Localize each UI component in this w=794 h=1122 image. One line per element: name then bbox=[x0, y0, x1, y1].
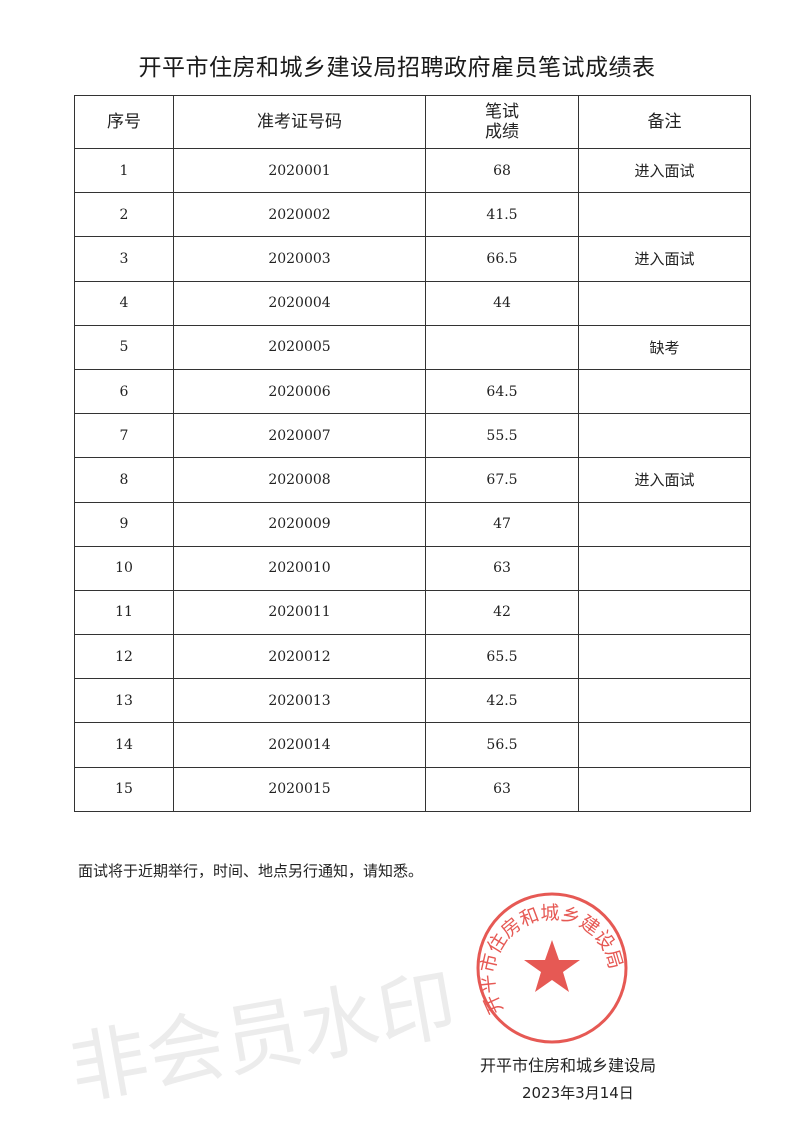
issue-date: 2023年3月14日 bbox=[522, 1084, 634, 1102]
table-row: 4 2020004 44 bbox=[74, 280, 751, 326]
remark: 进入面试 bbox=[578, 236, 751, 282]
remark bbox=[578, 501, 751, 547]
table-header-row: 序号 准考证号码 笔试 成绩 备注 bbox=[74, 95, 751, 149]
row-number: 2 bbox=[74, 192, 174, 238]
written-score: 68 bbox=[425, 147, 579, 194]
ticket-number: 2020004 bbox=[173, 280, 426, 326]
remark bbox=[578, 722, 751, 768]
ticket-number: 2020014 bbox=[173, 722, 426, 768]
row-number: 13 bbox=[74, 678, 174, 724]
remark bbox=[578, 678, 751, 724]
remark bbox=[578, 589, 751, 636]
row-number: 14 bbox=[74, 722, 174, 768]
written-score: 42.5 bbox=[425, 678, 579, 724]
written-score: 56.5 bbox=[425, 722, 579, 768]
table-row: 9 2020009 47 bbox=[74, 501, 751, 547]
written-score bbox=[425, 324, 579, 370]
remark: 缺考 bbox=[578, 324, 751, 370]
document-title: 开平市住房和城乡建设局招聘政府雇员笔试成绩表 bbox=[138, 55, 656, 81]
written-score: 65.5 bbox=[425, 634, 579, 680]
remark: 进入面试 bbox=[578, 147, 751, 194]
table-row: 10 2020010 63 bbox=[74, 545, 751, 591]
ticket-number: 2020006 bbox=[173, 368, 426, 415]
row-number: 3 bbox=[74, 236, 174, 282]
table-row: 5 2020005 缺考 bbox=[74, 324, 751, 370]
table-row: 8 2020008 67.5 进入面试 bbox=[74, 457, 751, 503]
table-row: 3 2020003 66.5 进入面试 bbox=[74, 236, 751, 282]
remark bbox=[578, 280, 751, 326]
row-number: 12 bbox=[74, 634, 174, 680]
ticket-number: 2020005 bbox=[173, 324, 426, 370]
remark bbox=[578, 192, 751, 238]
row-number: 8 bbox=[74, 457, 174, 503]
ticket-number: 2020013 bbox=[173, 678, 426, 724]
written-score: 67.5 bbox=[425, 457, 579, 503]
remark bbox=[578, 766, 751, 812]
row-number: 5 bbox=[74, 324, 174, 370]
written-score: 47 bbox=[425, 501, 579, 547]
ticket-number: 2020001 bbox=[173, 147, 426, 194]
ticket-number: 2020012 bbox=[173, 634, 426, 680]
column-header: 笔试 成绩 bbox=[425, 95, 579, 149]
table-row: 12 2020012 65.5 bbox=[74, 634, 751, 680]
remark bbox=[578, 545, 751, 591]
ticket-number: 2020003 bbox=[173, 236, 426, 282]
written-score: 44 bbox=[425, 280, 579, 326]
remark: 进入面试 bbox=[578, 457, 751, 503]
row-number: 4 bbox=[74, 280, 174, 326]
row-number: 9 bbox=[74, 501, 174, 547]
row-number: 10 bbox=[74, 545, 174, 591]
row-number: 15 bbox=[74, 766, 174, 812]
remark bbox=[578, 634, 751, 680]
column-header: 准考证号码 bbox=[173, 95, 426, 149]
written-score: 63 bbox=[425, 545, 579, 591]
table-row: 13 2020013 42.5 bbox=[74, 678, 751, 724]
written-score: 66.5 bbox=[425, 236, 579, 282]
issuer-name: 开平市住房和城乡建设局 bbox=[480, 1056, 657, 1075]
table-row: 14 2020014 56.5 bbox=[74, 722, 751, 768]
table-row: 15 2020015 63 bbox=[74, 766, 751, 812]
remark bbox=[578, 368, 751, 415]
star-icon bbox=[524, 940, 580, 992]
table-row: 6 2020006 64.5 bbox=[74, 368, 751, 415]
table-row: 1 2020001 68 进入面试 bbox=[74, 147, 751, 194]
row-number: 11 bbox=[74, 589, 174, 636]
row-number: 1 bbox=[74, 147, 174, 194]
row-number: 7 bbox=[74, 413, 174, 459]
watermark: 非会员水印 bbox=[63, 960, 463, 1117]
score-table: 序号 准考证号码 笔试 成绩 备注 1 2020001 68 进入面试 2 2020002 41.… bbox=[74, 95, 751, 812]
written-score: 64.5 bbox=[425, 368, 579, 415]
ticket-number: 2020015 bbox=[173, 766, 426, 812]
ticket-number: 2020011 bbox=[173, 589, 426, 636]
column-header: 备注 bbox=[578, 95, 751, 149]
ticket-number: 2020008 bbox=[173, 457, 426, 503]
ticket-number: 2020002 bbox=[173, 192, 426, 238]
written-score: 41.5 bbox=[425, 192, 579, 238]
ticket-number: 2020007 bbox=[173, 413, 426, 459]
written-score: 42 bbox=[425, 589, 579, 636]
written-score: 55.5 bbox=[425, 413, 579, 459]
official-seal: 开平市住房和城乡建设局 bbox=[476, 892, 628, 1044]
written-score: 63 bbox=[425, 766, 579, 812]
column-header: 序号 bbox=[74, 95, 174, 149]
notice-text: 面试将于近期举行，时间、地点另行通知，请知悉。 bbox=[78, 862, 424, 880]
ticket-number: 2020010 bbox=[173, 545, 426, 591]
row-number: 6 bbox=[74, 368, 174, 415]
table-row: 11 2020011 42 bbox=[74, 589, 751, 636]
ticket-number: 2020009 bbox=[173, 501, 426, 547]
table-row: 2 2020002 41.5 bbox=[74, 192, 751, 238]
remark bbox=[578, 413, 751, 459]
table-row: 7 2020007 55.5 bbox=[74, 413, 751, 459]
